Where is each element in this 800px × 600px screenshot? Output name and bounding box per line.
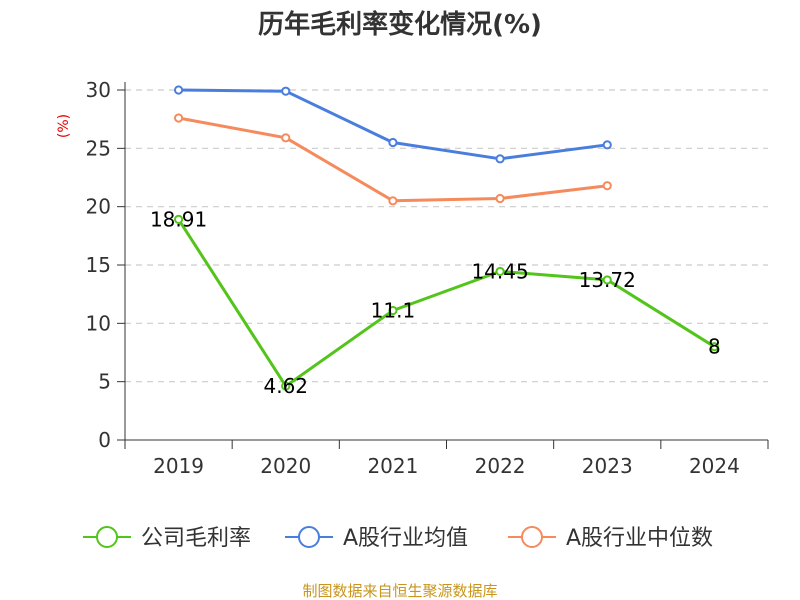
data-point [709, 342, 720, 352]
legend-swatch-marker [521, 526, 543, 548]
data-label: 11.1 [371, 299, 416, 323]
data-point [495, 266, 505, 277]
series-group [173, 85, 720, 391]
data-point [173, 113, 184, 123]
legend-item[interactable]: A股行业均值 [285, 526, 468, 551]
y-tick-label: 30 [86, 78, 111, 102]
grid-lines [125, 89, 768, 383]
data-point [602, 275, 612, 285]
x-tick-label: 2022 [475, 454, 526, 478]
data-point [495, 193, 505, 204]
chart-title: 历年毛利率变化情况(%) [258, 9, 542, 40]
legend-item[interactable]: A股行业中位数 [508, 526, 713, 551]
y-tick-label: 25 [86, 136, 111, 160]
data-point [281, 381, 291, 391]
y-axis-label: (%) [56, 114, 72, 138]
y-tick-label: 0 [98, 428, 111, 452]
data-label: 13.72 [579, 268, 636, 292]
data-point [602, 181, 612, 191]
legend-label: A股行业均值 [343, 526, 468, 551]
series-line [178, 116, 608, 203]
data-label: 14.45 [471, 259, 528, 283]
data-point [281, 133, 291, 143]
x-tick-label: 2019 [153, 454, 204, 478]
data-label: 4.62 [263, 374, 308, 398]
data-point [388, 196, 398, 206]
data-labels: 18.91 4.62 11.1 14.45 13.72 8 [150, 207, 721, 398]
x-tick-label: 2020 [260, 454, 311, 478]
y-tick-label: 15 [86, 253, 111, 277]
legend-swatch-marker [298, 526, 320, 548]
legend-swatch-marker [96, 526, 118, 548]
x-tick-label: 2023 [582, 454, 633, 478]
legend-item[interactable]: 公司毛利率 [83, 526, 251, 551]
axes [117, 82, 769, 449]
data-point [495, 154, 505, 164]
data-label: 8 [708, 335, 721, 359]
data-point [388, 137, 398, 148]
y-tick-label: 5 [98, 370, 111, 394]
source-note: 制图数据来自恒生聚源数据库 [302, 582, 497, 600]
data-point [388, 305, 398, 316]
series-line [177, 218, 716, 388]
x-tick-labels: 2019 2020 2021 2022 2023 2024 [153, 454, 740, 478]
y-tick-label: 20 [86, 195, 111, 219]
data-point [281, 86, 291, 96]
legend-label: 公司毛利率 [141, 526, 251, 551]
y-tick-labels: 0 5 10 15 20 25 30 [86, 78, 111, 452]
x-tick-label: 2024 [689, 454, 740, 478]
data-point [602, 140, 612, 150]
x-tick-label: 2021 [367, 454, 418, 478]
legend[interactable]: 公司毛利率 A股行业均值 A股行业中位数 [83, 526, 713, 551]
legend-label: A股行业中位数 [566, 526, 713, 551]
data-point [173, 85, 184, 95]
data-label: 18.91 [150, 207, 207, 231]
y-tick-label: 10 [86, 311, 111, 335]
data-point [173, 214, 184, 224]
